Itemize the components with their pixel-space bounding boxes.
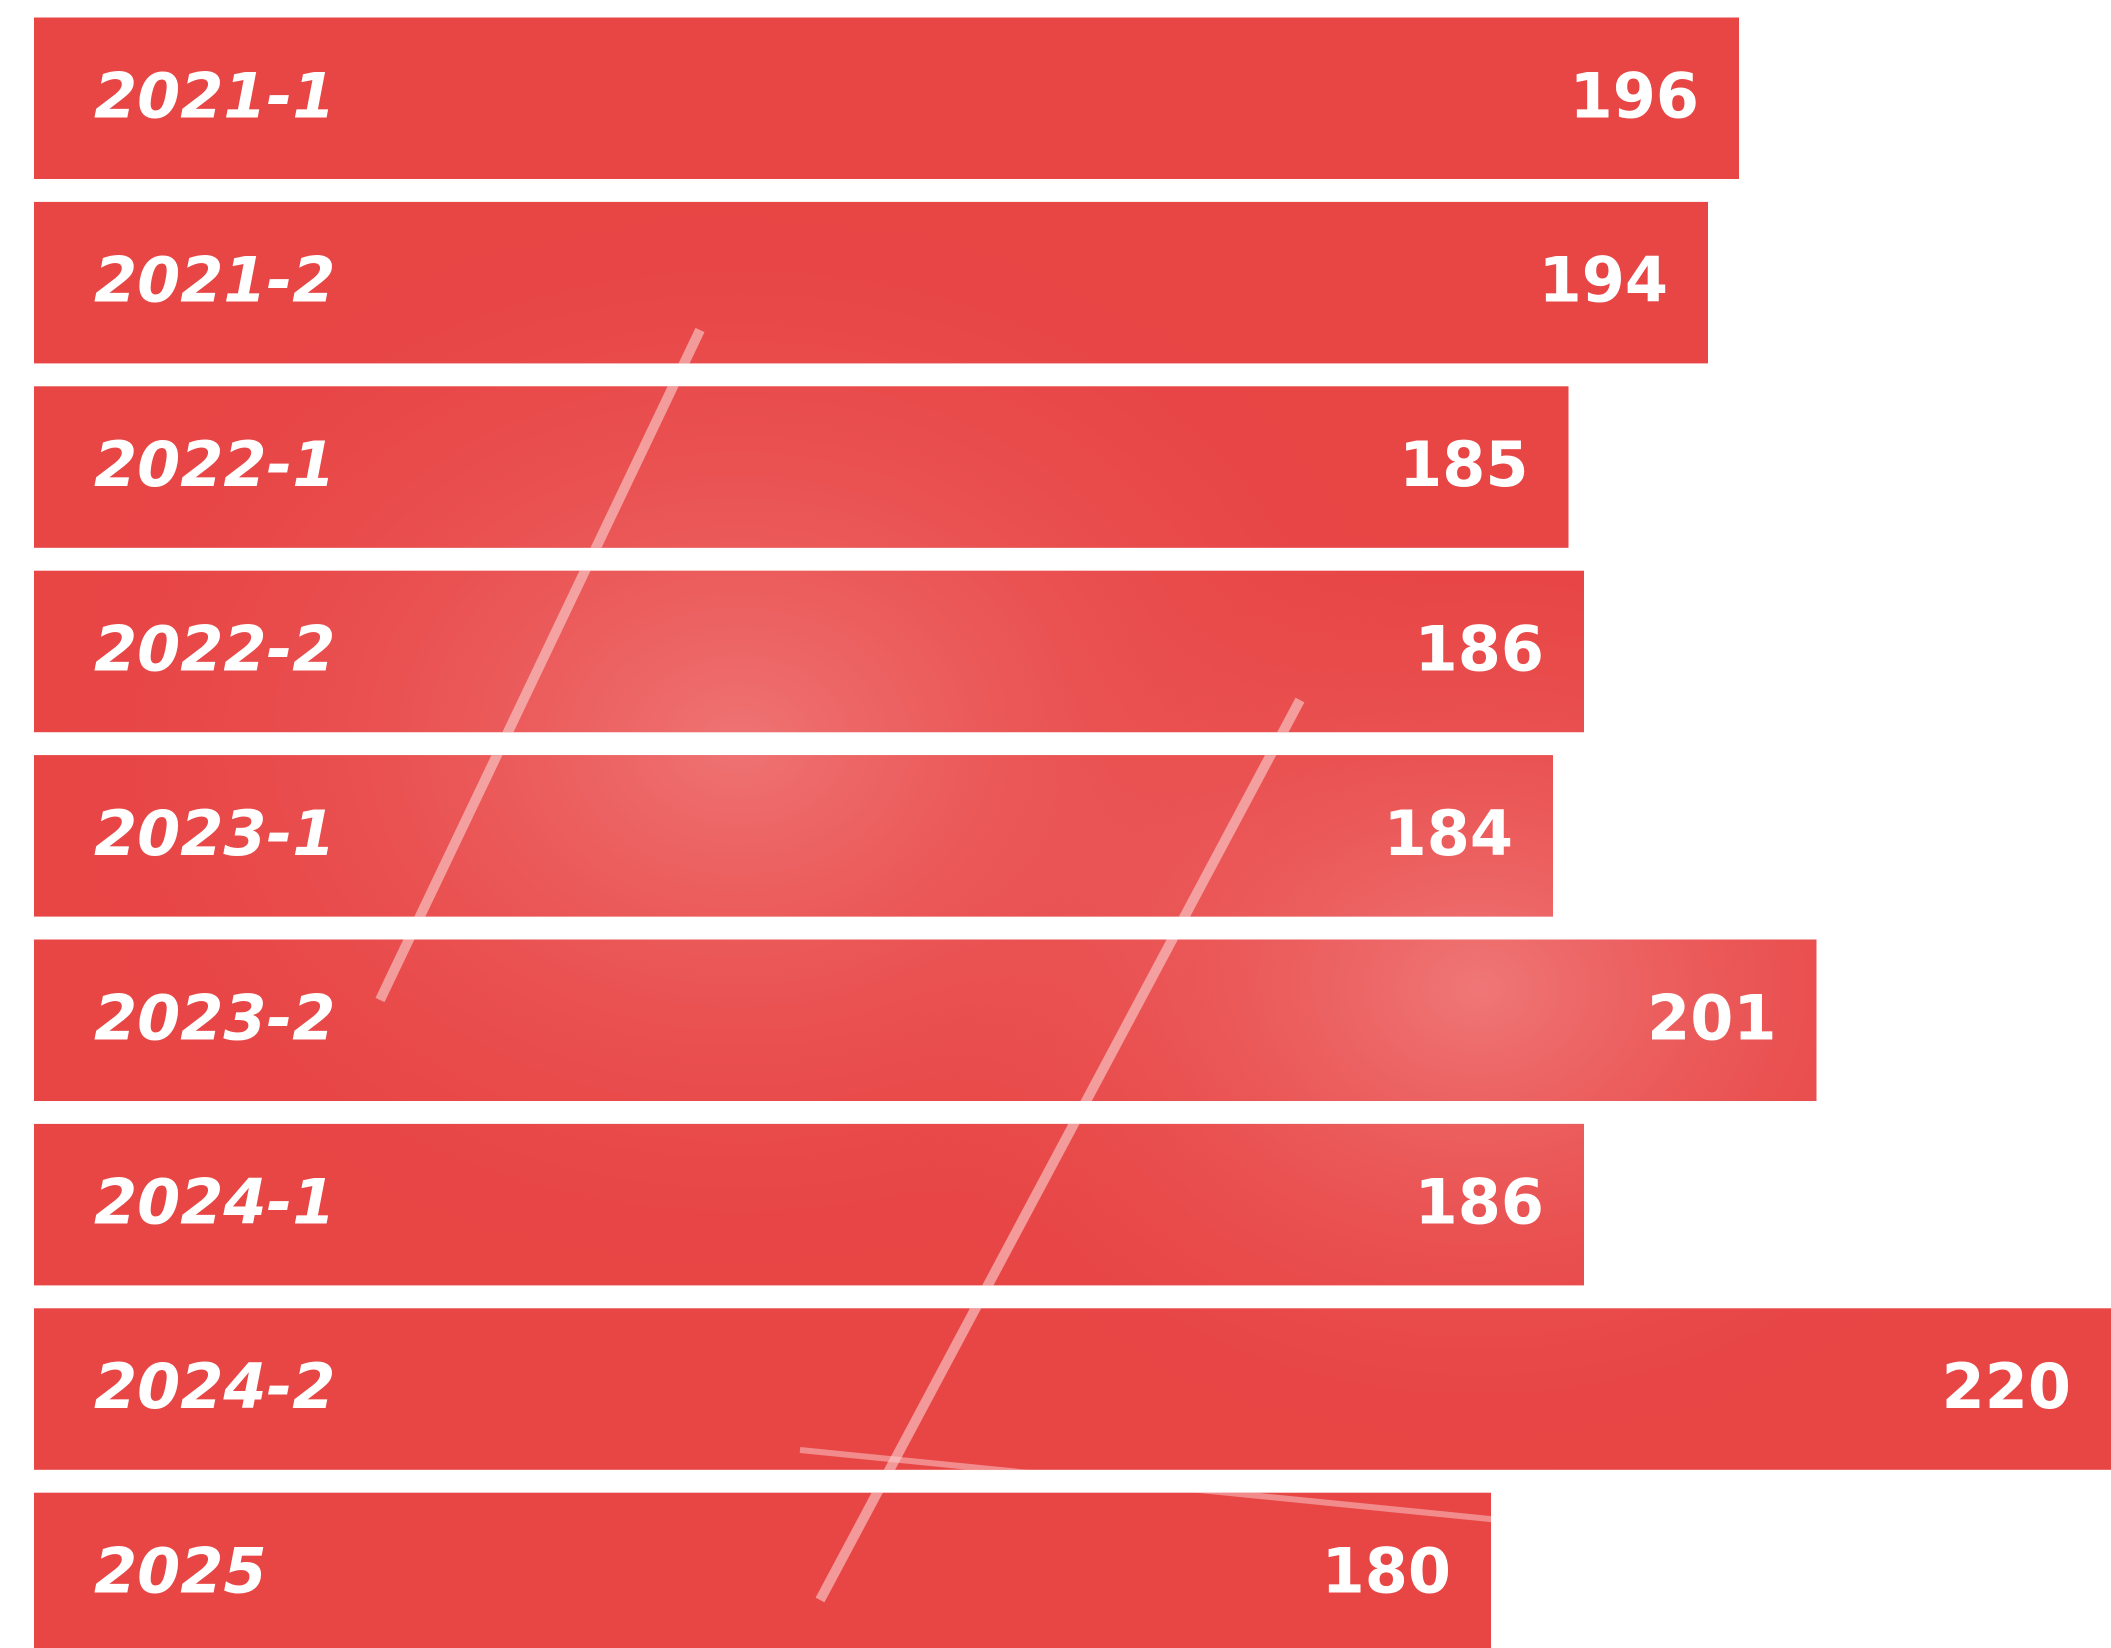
value-label: 196	[1570, 59, 1699, 132]
category-label: 2024-2	[94, 1350, 335, 1423]
value-label: 194	[1539, 244, 1668, 317]
category-label: 2024-1	[94, 1166, 335, 1239]
value-label: 186	[1415, 613, 1544, 686]
category-label: 2021-1	[94, 59, 335, 132]
category-label: 2023-2	[94, 981, 335, 1054]
category-label: 2022-1	[94, 428, 335, 501]
value-label: 180	[1322, 1535, 1451, 1608]
category-label: 2022-2	[94, 613, 335, 686]
value-label: 201	[1647, 981, 1776, 1054]
labels: 2021-1 196 2021-2 194 2022-1 185 2022-2 186 2023…	[94, 59, 2071, 1607]
value-label: 185	[1399, 428, 1528, 501]
category-label: 2021-2	[94, 244, 335, 317]
value-label: 186	[1415, 1166, 1544, 1239]
value-label: 184	[1384, 797, 1513, 870]
value-label: 220	[1942, 1350, 2071, 1423]
category-label: 2025	[94, 1535, 267, 1608]
category-label: 2023-1	[94, 797, 335, 870]
